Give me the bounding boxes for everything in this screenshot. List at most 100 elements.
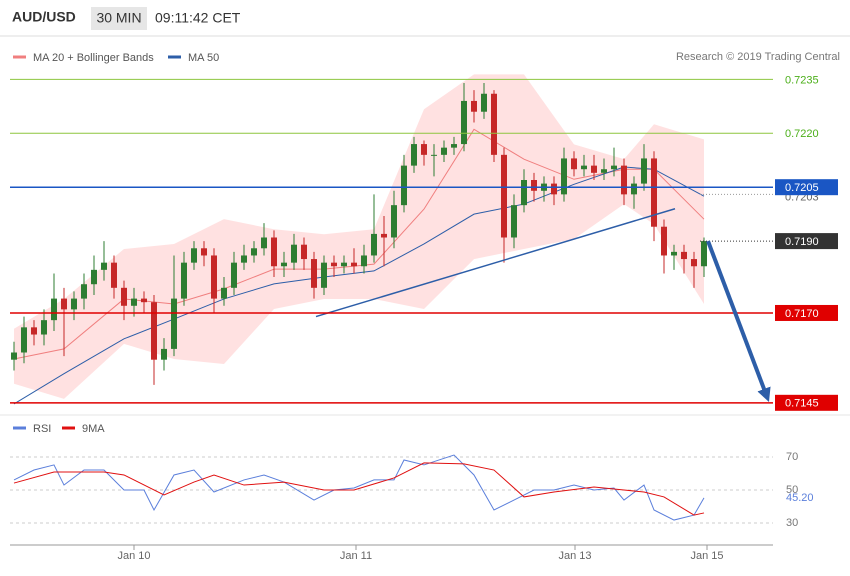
candle-body <box>681 251 687 260</box>
candle-body <box>341 262 347 267</box>
level-label: 0.7235 <box>785 74 819 86</box>
legend-label: MA 50 <box>188 52 219 64</box>
candle-body <box>221 287 227 299</box>
level-label: 0.7145 <box>785 398 819 410</box>
candle-body <box>201 248 207 256</box>
price-plot <box>11 74 707 405</box>
legend-label: 9MA <box>82 423 105 435</box>
legend-label: MA 20 + Bollinger Bands <box>33 52 154 64</box>
candle-body <box>601 169 607 173</box>
candle-body <box>21 327 27 353</box>
candle-body <box>511 205 517 238</box>
level-label-box <box>775 394 838 411</box>
candle-body <box>641 158 647 184</box>
bollinger-band <box>14 74 704 399</box>
y-tick-label: 50 <box>786 484 798 496</box>
indicator-line <box>13 454 705 521</box>
candle-body <box>621 165 627 195</box>
level-label-box <box>775 179 838 196</box>
candle-body <box>441 147 447 155</box>
candle-body <box>611 165 617 170</box>
candle-body <box>371 233 377 256</box>
level-label-box <box>775 304 838 321</box>
candle-body <box>571 158 577 170</box>
candle-body <box>481 93 487 112</box>
candle-body <box>331 262 337 267</box>
candle-body <box>401 165 407 206</box>
candle-body <box>111 262 117 288</box>
level-label: 0.7170 <box>785 308 819 320</box>
candle-body <box>351 262 357 267</box>
candle-body <box>191 248 197 263</box>
y-tick-label: 70 <box>786 451 798 463</box>
candle-body <box>461 100 467 145</box>
candle-body <box>671 251 677 256</box>
candle-body <box>301 244 307 260</box>
candle-body <box>281 262 287 267</box>
candle-body <box>311 259 317 288</box>
candle-body <box>491 93 497 155</box>
candle-body <box>361 255 367 267</box>
candle-body <box>271 237 277 267</box>
x-tick-label: Jan 15 <box>690 550 723 562</box>
candle-body <box>261 237 267 249</box>
candle-body <box>391 205 397 238</box>
candle-body <box>561 158 567 195</box>
candle-body <box>431 154 437 156</box>
candle-body <box>631 183 637 195</box>
candle-body <box>181 262 187 299</box>
x-tick-label: Jan 13 <box>558 550 591 562</box>
level-label: 0.7190 <box>785 236 819 248</box>
y-tick-label: 30 <box>786 517 798 529</box>
candle-body <box>61 298 67 310</box>
candle-body <box>421 144 427 155</box>
candle-body <box>131 298 137 306</box>
symbol: AUD/USD <box>12 9 76 25</box>
candle-body <box>231 262 237 288</box>
candle-body <box>591 165 597 173</box>
candle-body <box>471 100 477 112</box>
legend-label: RSI <box>33 423 51 435</box>
x-tick-label: Jan 11 <box>340 550 372 562</box>
interval: 30 MIN <box>96 10 141 26</box>
candle-body <box>41 320 47 335</box>
trendline <box>315 208 676 318</box>
candle-body <box>531 180 537 191</box>
candle-body <box>51 298 57 321</box>
candle-body <box>71 298 77 310</box>
level-label: 0.7205 <box>785 182 819 194</box>
candle-body <box>241 255 247 263</box>
candle-body <box>381 233 387 238</box>
candle-body <box>211 255 217 299</box>
candle-body <box>101 262 107 270</box>
candle-body <box>451 144 457 148</box>
candle-body <box>31 327 37 335</box>
candle-body <box>701 241 707 267</box>
overlay: 0.72350.72200.72030.72050.71900.71700.71… <box>10 74 838 411</box>
credit: Research © 2019 Trading Central <box>676 51 840 63</box>
candle-body <box>151 302 157 360</box>
candle-body <box>691 259 697 267</box>
candle-body <box>291 244 297 263</box>
x-tick-label: Jan 10 <box>117 550 150 562</box>
candle-body <box>501 154 507 238</box>
candle-body <box>521 180 527 206</box>
ma-line <box>13 166 705 405</box>
projection-arrow <box>706 240 771 403</box>
candle-body <box>651 158 657 227</box>
candle-body <box>321 262 327 288</box>
candle-body <box>551 183 557 195</box>
candle-body <box>141 298 147 303</box>
level-label-box <box>775 233 838 250</box>
candle-body <box>251 248 257 256</box>
time: 09:11:42 CET <box>155 10 241 26</box>
candle-body <box>171 298 177 349</box>
level-label: 0.7220 <box>785 128 819 140</box>
candle-body <box>581 165 587 170</box>
candle-body <box>121 287 127 306</box>
candle-body <box>91 269 97 285</box>
last-value-label: 45.20 <box>786 492 814 504</box>
candle-body <box>11 352 17 360</box>
